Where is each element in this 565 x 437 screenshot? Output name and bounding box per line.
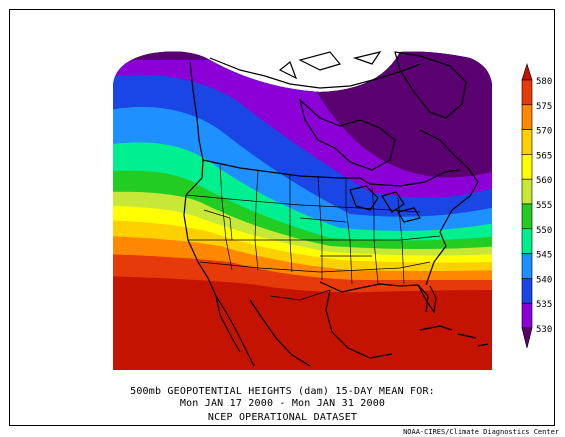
gulf-coast	[319, 281, 429, 313]
coastlines-and-borders	[183, 51, 489, 367]
colorbar-segment-560_565	[521, 154, 533, 180]
mexico-gulf	[325, 289, 393, 359]
us-canada-border	[202, 159, 461, 187]
colorbar-segment-535_540	[521, 278, 533, 304]
colorbar-tick-label: 575	[536, 102, 552, 112]
colorbar-tick-label: 550	[536, 226, 552, 236]
colorbar-segment-555_560	[521, 178, 533, 205]
west-coast	[183, 61, 255, 367]
colorbar-tick-label: 570	[536, 127, 552, 137]
colorbar-tick-label: 555	[536, 201, 552, 211]
caption-line-3: NCEP OPERATIONAL DATASET	[207, 412, 358, 423]
caribbean	[419, 325, 489, 347]
colorbar-segment-575_580	[521, 79, 533, 106]
colorbar-bottom-arrow	[521, 327, 533, 349]
caption-line-2: Mon JAN 17 2000 - Mon JAN 31 2000	[179, 398, 386, 409]
caption-line-1: 500mb GEOPOTENTIAL HEIGHTS (dam) 15-DAY …	[130, 386, 435, 397]
colorbar-tick-label: 540	[536, 275, 552, 285]
hudson-bay	[298, 98, 396, 171]
colorbar-tick-label: 530	[536, 325, 552, 335]
arctic-islands	[278, 51, 382, 80]
great-lakes	[349, 185, 421, 223]
colorbar-tick-label: 580	[536, 77, 552, 87]
height-field	[113, 51, 492, 371]
colorbar-segment-530_535	[521, 302, 533, 329]
credit-text: NOAA-CIRES/Climate Diagnostics Center	[403, 428, 559, 436]
colorbar-top-arrow	[521, 62, 533, 81]
colorbar-segment-545_550	[521, 228, 533, 254]
state-boundaries	[185, 164, 441, 301]
baja	[215, 295, 241, 353]
colorbar-segment-540_545	[521, 253, 533, 279]
colorbar: 580 575 570 565 560 555 550 545 540 535 530	[521, 62, 552, 349]
florida	[417, 284, 437, 314]
mexico-west	[249, 299, 311, 367]
colorbar-tick-label: 560	[536, 176, 552, 186]
colorbar-segment-550_555	[521, 203, 533, 230]
colorbar-tick-label: 545	[536, 251, 552, 261]
colorbar-tick-label: 565	[536, 151, 552, 161]
arctic-coast	[209, 57, 421, 89]
east-coast	[425, 167, 479, 286]
band-530	[113, 51, 492, 178]
colorbar-tick-label: 535	[536, 300, 552, 310]
colorbar-segment-565_570	[521, 129, 533, 155]
plot-frame	[9, 9, 555, 426]
labrador	[419, 129, 469, 169]
colorbar-segment-570_575	[521, 104, 533, 130]
greenland	[394, 51, 467, 119]
